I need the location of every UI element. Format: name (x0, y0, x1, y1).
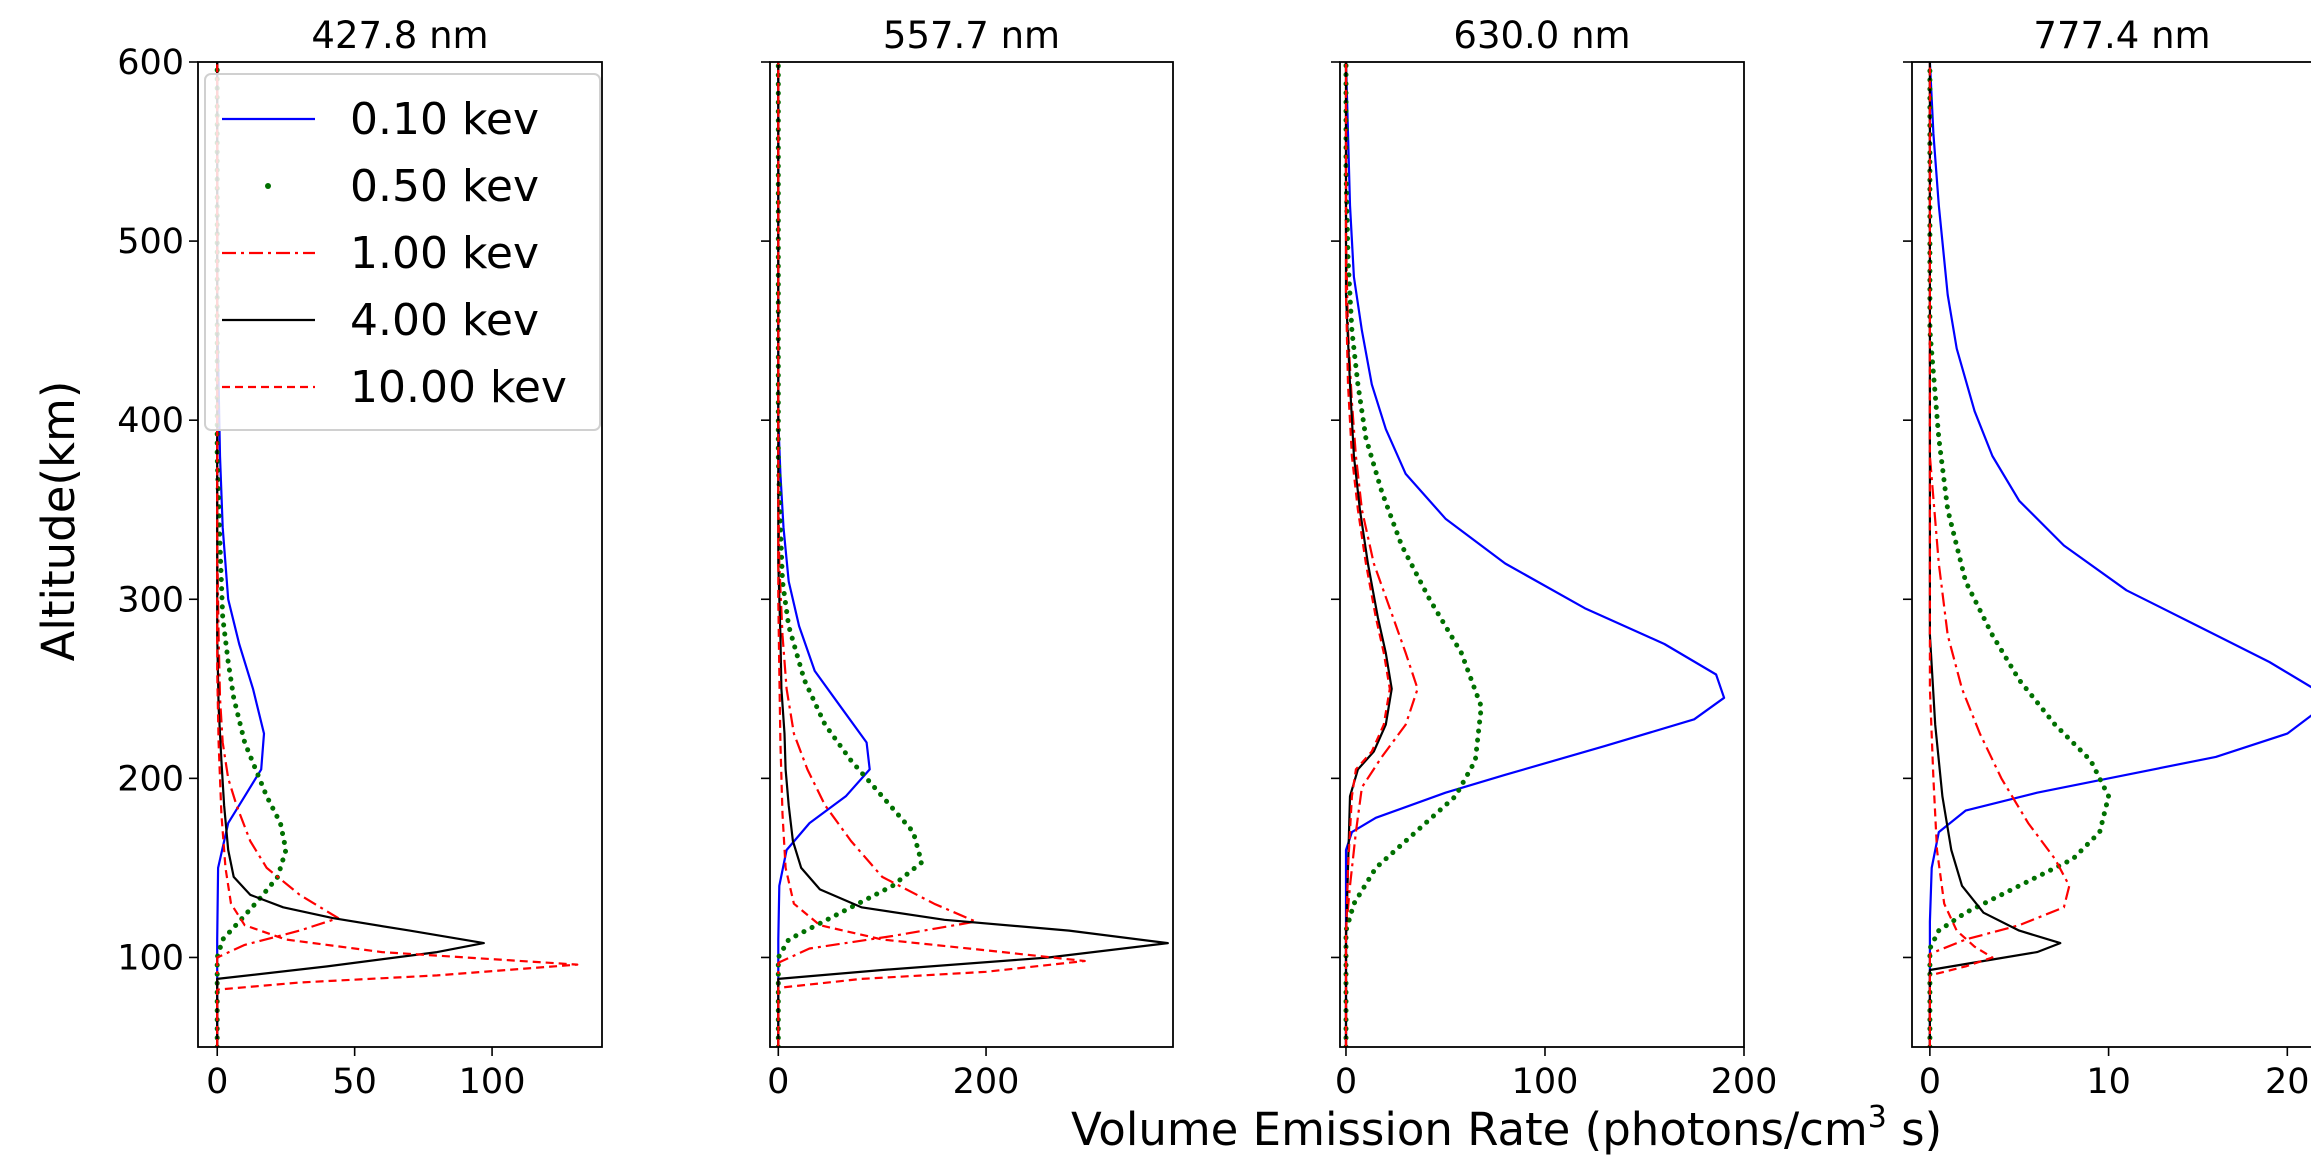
series-group (214, 62, 579, 1047)
x-tick-label: 100 (1512, 1062, 1579, 1102)
legend-label: 0.10 kev (350, 94, 539, 145)
legend-entry: 1.00 kev (222, 228, 539, 279)
series-group (1927, 62, 2311, 1047)
series-line-4-00-kev (1344, 62, 1393, 1047)
x-tick-label: 10 (2086, 1062, 2131, 1102)
x-tick-label: 50 (332, 1062, 377, 1102)
series-line-0-10-kev (1344, 62, 1726, 1047)
panel-title: 427.8 nm (311, 14, 488, 57)
x-tick-label: 20 (2265, 1062, 2310, 1102)
panel-2: 557.7 nm 0 200 (761, 14, 1174, 1102)
series-line-0-10-kev (777, 62, 871, 1047)
axes-frame (1911, 61, 2311, 1048)
legend-swatch (265, 183, 271, 189)
legend-label: 1.00 kev (350, 228, 539, 279)
panel-3: 630.0 nm 0 100 200 (1331, 14, 1777, 1102)
legend-entry: 0.10 kev (222, 94, 539, 145)
legend-entry: 10.00 kev (222, 362, 567, 413)
series-line-10-00-kev (777, 62, 1086, 1047)
series-line-10-00-kev (216, 62, 579, 1047)
y-tick-label: 100 (117, 938, 184, 978)
series-line-1-00-kev (216, 62, 340, 1047)
y-tick-label: 500 (117, 222, 184, 262)
series-line-0-50-kev (775, 62, 925, 1047)
series-group (1343, 62, 1726, 1047)
x-axis-label-tail: s) (1887, 1103, 1942, 1156)
panel-1: 427.8 nm 100 200 300 400 500 600 0 50 100 (117, 14, 603, 1102)
panel-title: 557.7 nm (883, 14, 1060, 57)
x-axis-label-main: Volume Emission Rate (photons/cm (1071, 1103, 1868, 1156)
y-tick-label: 400 (117, 401, 184, 441)
series-line-1-00-kev (777, 62, 977, 1047)
x-tick-label: 0 (1919, 1062, 1941, 1102)
x-axis-label-superscript: 3 (1868, 1100, 1887, 1135)
series-line-1-00-kev (1928, 62, 2071, 1047)
axes-frame (197, 61, 603, 1048)
legend-label: 10.00 kev (350, 362, 567, 413)
legend-label: 4.00 kev (350, 295, 539, 346)
x-tick-label: 0 (206, 1062, 228, 1102)
legend: 0.10 kev 0.50 kev 1.00 kev 4.00 kev 10.00 ke… (204, 73, 601, 431)
panel-title: 777.4 nm (2033, 14, 2210, 57)
series-line-4-00-kev (777, 62, 1169, 1047)
series-line-0-50-kev (1343, 62, 1484, 1047)
y-axis-label: Altitude(km) (32, 381, 85, 662)
y-tick-label: 600 (117, 43, 184, 83)
axes-frame (1339, 61, 1745, 1048)
x-tick-label: 200 (1711, 1062, 1778, 1102)
legend-entry: 4.00 kev (222, 295, 539, 346)
panel-4: 777.4 nm 0 10 20 (1903, 14, 2311, 1102)
x-tick-label: 0 (1335, 1062, 1357, 1102)
series-line-10-00-kev (1928, 62, 1994, 1047)
series-line-0-10-kev (1928, 62, 2311, 1047)
series-line-4-00-kev (1928, 62, 2062, 1047)
series-group (775, 62, 1169, 1047)
legend-label: 0.50 kev (350, 161, 539, 212)
panel-title: 630.0 nm (1453, 14, 1630, 57)
series-line-4-00-kev (216, 62, 485, 1047)
legend-box (204, 73, 601, 431)
series-line-10-00-kev (1344, 62, 1391, 1047)
legend-entry: 0.50 kev (265, 161, 539, 212)
x-axis-label: Volume Emission Rate (photons/cm3 s) (1071, 1100, 1942, 1156)
series-line-0-50-kev (1927, 62, 2112, 1047)
x-tick-label: 0 (767, 1062, 789, 1102)
y-tick-label: 200 (117, 759, 184, 799)
axes-frame (769, 61, 1174, 1048)
x-tick-label: 100 (459, 1062, 526, 1102)
series-line-1-00-kev (1344, 62, 1419, 1047)
x-tick-label: 200 (953, 1062, 1020, 1102)
y-tick-label: 300 (117, 580, 184, 620)
